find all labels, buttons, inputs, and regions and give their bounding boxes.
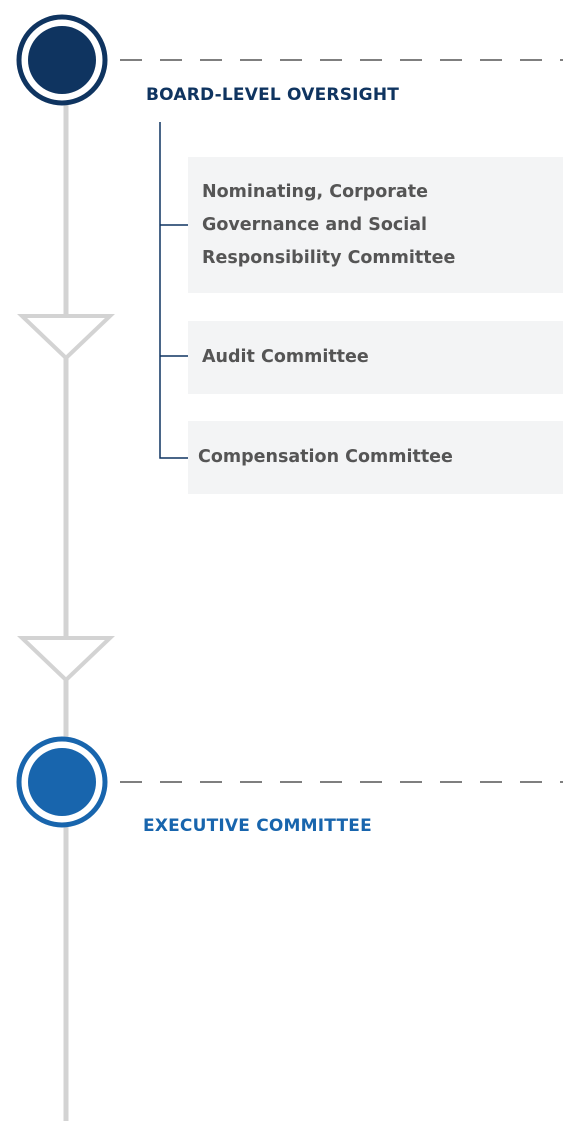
node-core xyxy=(28,748,96,816)
committee: Nominating, Corporate Governance and Soc… xyxy=(188,157,563,293)
committee: Compensation Committee xyxy=(188,421,563,494)
section-title: EXECUTIVE COMMITTEE xyxy=(143,816,372,836)
node-core xyxy=(28,26,96,94)
bracket xyxy=(159,122,188,459)
arrow xyxy=(17,636,115,683)
section-title: BOARD-LEVEL OVERSIGHT xyxy=(146,85,400,105)
arrow xyxy=(17,314,115,361)
committee: Audit Committee xyxy=(188,321,563,394)
